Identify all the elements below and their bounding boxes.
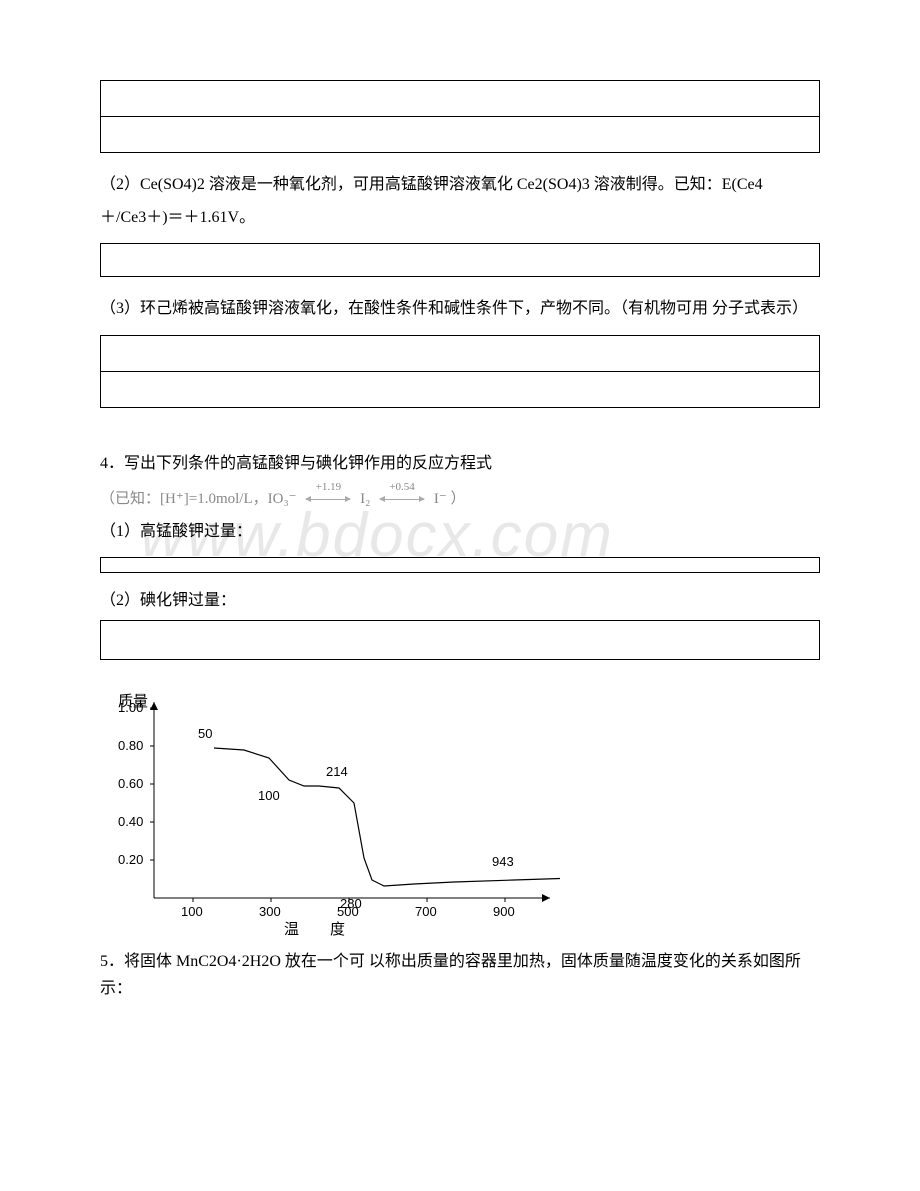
q4-sub1: （1）高锰酸钾过量：: [100, 518, 820, 545]
svg-text:214: 214: [326, 764, 348, 779]
q5-text: 5．将固体 MnC2O4·2H2O 放在一个可 以称出质量的容器里加热，固体质量…: [100, 948, 820, 1002]
svg-text:0.80: 0.80: [118, 738, 143, 753]
page-content: （2）Ce(SO4)2 溶液是一种氧化剂，可用高锰酸钾溶液氧化 Ce2(SO4)…: [100, 80, 820, 1003]
svg-text:100: 100: [258, 788, 280, 803]
q2-text-1: （2）Ce(SO4)2 溶液是一种氧化剂，可用高锰酸钾溶液氧化 Ce2(SO4)…: [100, 171, 820, 198]
svg-text:943: 943: [492, 854, 514, 869]
eq-label-2: +0.54: [374, 481, 430, 493]
eq-end: I⁻ ）: [434, 491, 466, 507]
question-4: 4．写出下列条件的高锰酸钾与碘化钾作用的反应方程式 （已知：[H⁺]=1.0mo…: [100, 450, 820, 545]
answer-box-q4-2: [100, 620, 820, 660]
q4-sub2: （2）碘化钾过量：: [100, 587, 820, 614]
svg-text:100: 100: [181, 904, 203, 919]
svg-text:1.00: 1.00: [118, 700, 143, 715]
svg-text:0.60: 0.60: [118, 776, 143, 791]
q4-equation: （已知：[H⁺]=1.0mol/L，IO₃⁻ +1.19 I₂ +0.54 I⁻…: [100, 483, 820, 518]
eq-prefix: （已知：[H⁺]=1.0mol/L，IO₃⁻: [100, 491, 297, 507]
svg-text:50: 50: [198, 726, 212, 741]
answer-box-q2: [100, 243, 820, 277]
question-3: （3）环己烯被高锰酸钾溶液氧化，在酸性条件和碱性条件下，产物不同。（有机物可用 …: [100, 295, 820, 322]
eq-arrow-1: +1.19: [300, 491, 356, 508]
svg-text:0.20: 0.20: [118, 852, 143, 867]
svg-text:700: 700: [415, 904, 437, 919]
eq-mid: I₂: [360, 491, 370, 507]
svg-text:280: 280: [340, 896, 362, 911]
answer-box-q4-1: [100, 557, 820, 573]
question-5: 5．将固体 MnC2O4·2H2O 放在一个可 以称出质量的容器里加热，固体质量…: [100, 948, 820, 1002]
svg-text:300: 300: [259, 904, 281, 919]
svg-text:900: 900: [493, 904, 515, 919]
mass-temperature-chart: 质量温 度1.000.800.600.400.20100300500700900…: [100, 678, 560, 938]
question-2: （2）Ce(SO4)2 溶液是一种氧化剂，可用高锰酸钾溶液氧化 Ce2(SO4)…: [100, 171, 820, 231]
chart-svg: 质量温 度1.000.800.600.400.20100300500700900…: [100, 678, 560, 938]
eq-label-1: +1.19: [300, 481, 356, 493]
answer-box-top: [100, 80, 820, 153]
eq-arrow-2: +0.54: [374, 491, 430, 508]
svg-text:温 度: 温 度: [284, 921, 353, 938]
svg-text:0.40: 0.40: [118, 814, 143, 829]
answer-box-q3: [100, 335, 820, 408]
q3-text: （3）环己烯被高锰酸钾溶液氧化，在酸性条件和碱性条件下，产物不同。（有机物可用 …: [100, 295, 820, 322]
q2-text-2: ＋/Ce3＋)＝＋1.61V。: [100, 204, 820, 231]
q4-title: 4．写出下列条件的高锰酸钾与碘化钾作用的反应方程式: [100, 450, 820, 477]
